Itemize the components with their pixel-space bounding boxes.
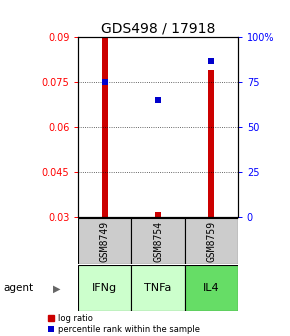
Text: IL4: IL4: [203, 283, 220, 293]
Bar: [78, 218, 131, 264]
Text: GSM8759: GSM8759: [206, 220, 216, 262]
Bar: [185, 265, 238, 311]
Text: ▶: ▶: [53, 283, 61, 293]
Text: GSM8754: GSM8754: [153, 220, 163, 262]
Text: IFNg: IFNg: [92, 283, 117, 293]
Bar: [131, 218, 185, 264]
Text: GSM8749: GSM8749: [100, 220, 110, 262]
Text: agent: agent: [3, 283, 33, 293]
Bar: [131, 265, 185, 311]
Bar: [78, 265, 131, 311]
Legend: log ratio, percentile rank within the sample: log ratio, percentile rank within the sa…: [48, 314, 200, 335]
Text: TNFa: TNFa: [144, 283, 172, 293]
Bar: [185, 218, 238, 264]
Bar: [102, 37, 108, 217]
Bar: [208, 70, 214, 217]
Bar: [155, 212, 161, 217]
Title: GDS498 / 17918: GDS498 / 17918: [101, 22, 215, 36]
